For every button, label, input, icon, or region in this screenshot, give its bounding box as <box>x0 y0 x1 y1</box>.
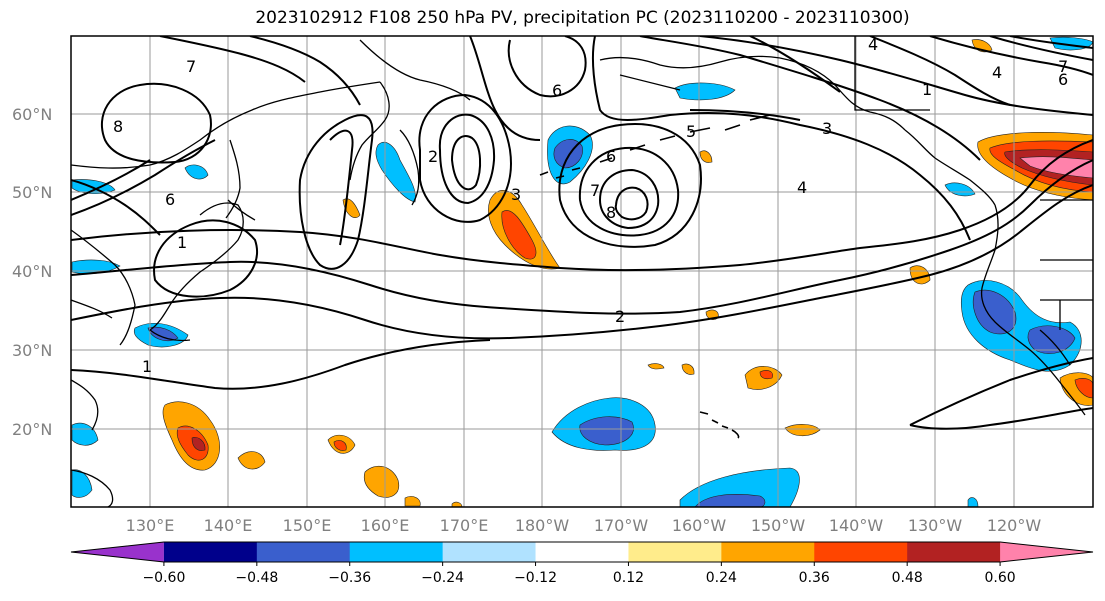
colorbar-tick-label: −0.12 <box>514 570 557 586</box>
precip-shading <box>71 36 1093 507</box>
contour-label: 4 <box>992 63 1002 82</box>
lat-label: 40°N <box>12 262 52 281</box>
lon-label: 180°W <box>515 516 570 535</box>
contour-label: 1 <box>142 357 152 376</box>
lon-label: 160°E <box>361 516 410 535</box>
contour-label: 7 <box>186 57 196 76</box>
contour-label: 6 <box>552 81 562 100</box>
map-frame <box>70 35 1094 508</box>
lat-label: 30°N <box>12 341 52 360</box>
colorbar-tick-label: 0.12 <box>613 570 644 586</box>
lon-label: 130°E <box>126 516 175 535</box>
contour-label: 7 <box>590 181 600 200</box>
colorbar-swatch <box>71 542 164 562</box>
colorbar-tick-label: −0.24 <box>421 570 464 586</box>
pv-contours <box>71 36 1093 430</box>
contour-label: 3 <box>511 185 521 204</box>
contour-label: 7 <box>1058 57 1068 76</box>
lat-label: 60°N <box>12 105 52 124</box>
colorbar-tick-label: 0.24 <box>706 570 737 586</box>
colorbar-swatch <box>442 542 537 562</box>
colorbar-swatch <box>535 542 629 562</box>
contour-label: 2 <box>428 147 438 166</box>
colorbar: −0.60 −0.48 −0.36 −0.24 −0.12 0.12 0.24 0.36 0.4… <box>70 541 1094 586</box>
lon-label: 170°E <box>440 516 489 535</box>
lon-label: 140°W <box>829 516 884 535</box>
contour-label: 8 <box>113 117 123 136</box>
contour-label: 1 <box>922 80 932 99</box>
contour-label: 8 <box>606 203 616 222</box>
longitude-labels: 130°E 140°E 150°E 160°E 170°E 180°W 170°… <box>126 516 1042 535</box>
lat-label: 20°N <box>12 420 52 439</box>
lon-label: 130°W <box>908 516 963 535</box>
colorbar-tick-label: 0.48 <box>892 570 923 586</box>
contour-label: 6 <box>165 190 175 209</box>
contour-label: 5 <box>686 122 696 141</box>
colorbar-swatch <box>907 542 1001 562</box>
colorbar-tick-label: −0.48 <box>235 570 278 586</box>
colorbar-swatch <box>163 542 258 562</box>
contour-label: 6 <box>606 147 616 166</box>
lon-label: 150°W <box>751 516 806 535</box>
lon-label: 150°E <box>283 516 332 535</box>
colorbar-swatch <box>1000 542 1093 562</box>
contour-label: 4 <box>797 178 807 197</box>
lon-label: 160°W <box>672 516 727 535</box>
colorbar-swatch <box>721 542 815 562</box>
colorbar-tick-label: −0.36 <box>328 570 371 586</box>
colorbar-swatch <box>814 542 908 562</box>
lon-label: 120°W <box>987 516 1042 535</box>
chart-title: 2023102912 F108 250 hPa PV, precipitatio… <box>255 8 910 28</box>
contour-label: 1 <box>177 233 187 252</box>
colorbar-swatch <box>628 542 722 562</box>
contour-label: 4 <box>868 35 878 54</box>
lon-label: 170°W <box>594 516 649 535</box>
contour-label: 2 <box>615 307 625 326</box>
contour-label: 3 <box>822 119 832 138</box>
contour-labels: 7 8 6 1 6 5 3 4 6 7 8 4 2 1 2 1 3 7 6 4 <box>113 35 1068 376</box>
graticule <box>71 36 1093 507</box>
colorbar-tick-label: 0.60 <box>985 570 1016 586</box>
colorbar-swatch <box>256 542 351 562</box>
colorbar-swatch <box>349 542 444 562</box>
contour-label: 6 <box>1058 70 1068 89</box>
lon-label: 140°E <box>204 516 253 535</box>
lat-label: 50°N <box>12 183 52 202</box>
colorbar-tick-label: −0.60 <box>142 570 185 586</box>
colorbar-tick-label: 0.36 <box>799 570 830 586</box>
latitude-labels: 60°N 50°N 40°N 30°N 20°N <box>12 105 52 439</box>
